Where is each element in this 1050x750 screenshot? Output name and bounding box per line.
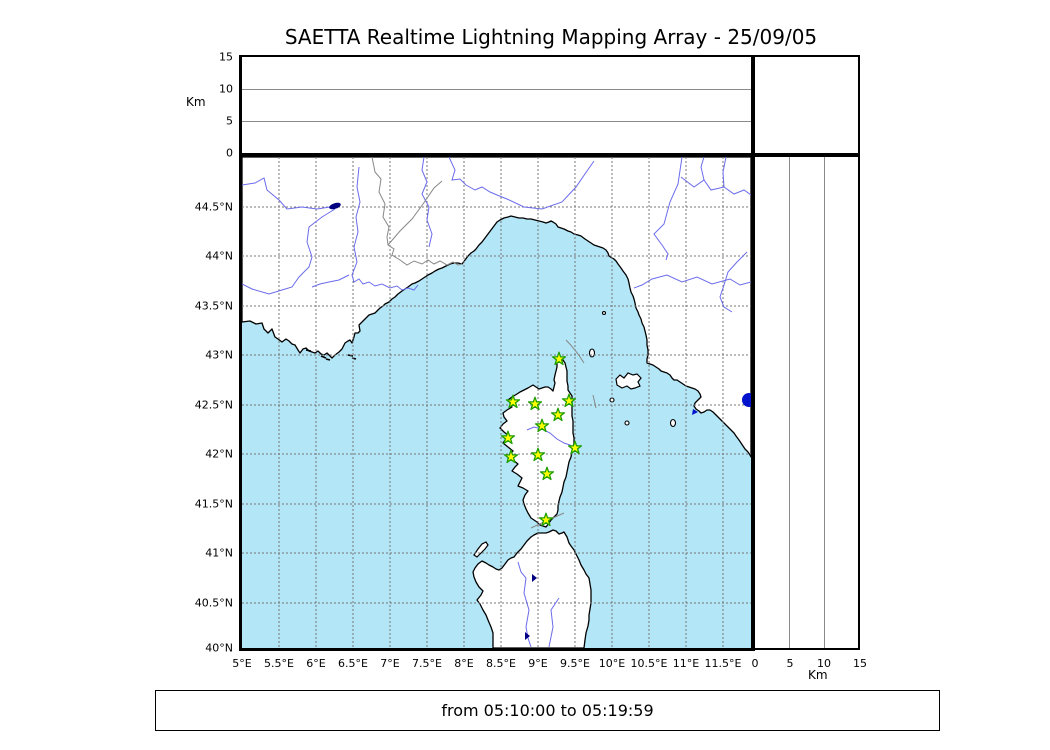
page-title: SAETTA Realtime Lightning Mapping Array …	[284, 25, 818, 49]
axis-tick-label: 5°E	[232, 657, 252, 670]
sardinia-coastline	[472, 529, 592, 648]
map-panel	[239, 153, 755, 651]
axis-tick-label: 8°E	[454, 657, 474, 670]
lake-serre-poncon	[329, 202, 341, 210]
elba-island	[615, 372, 642, 390]
axis-tick-label: 7.5°E	[412, 657, 442, 670]
lakes	[329, 202, 751, 640]
axis-tick-label: 44.5°N	[194, 200, 233, 214]
axis-tick-label: 15	[853, 657, 867, 670]
axis-tick-label: 44°N	[205, 249, 233, 263]
axis-tick-label: 10°E	[598, 657, 626, 670]
axis-tick-label: 41°N	[205, 546, 233, 560]
geographic-map	[242, 157, 751, 648]
km5-gridline	[242, 121, 751, 122]
station-star-marker	[500, 430, 516, 445]
axis-tick-label: 43°N	[205, 348, 233, 362]
axis-tick-label: 42.5°N	[194, 398, 233, 412]
corner-panel	[755, 55, 860, 153]
axis-tick-label: 0	[226, 146, 233, 160]
country-borders	[371, 157, 597, 529]
orbetello-lagoon	[692, 409, 698, 415]
station-star-marker	[505, 394, 521, 409]
sardinia-lake	[525, 632, 530, 640]
axis-tick-label: 11.5°E	[704, 657, 742, 670]
altitude-vs-latitude-panel	[755, 153, 860, 650]
axis-tick-label: 9.5°E	[560, 657, 590, 670]
axis-tick-label: 15	[219, 50, 233, 64]
station-star-marker	[550, 407, 566, 422]
asinara-island	[473, 541, 489, 558]
axis-tick-label: 5	[786, 657, 794, 670]
axis-tick-label: 43.5°N	[194, 299, 233, 313]
right-panel-xlabel: Km	[808, 668, 828, 682]
km10-gridline	[242, 89, 751, 90]
axis-tick-label: 41.5°N	[194, 497, 233, 511]
axis-tick-label: 10	[817, 657, 831, 670]
axis-tick-label: 5	[226, 114, 233, 128]
station-star-marker	[539, 466, 555, 481]
km10-gridline	[824, 157, 825, 648]
axis-tick-label: 9°E	[528, 657, 548, 670]
station-star-marker	[534, 418, 550, 433]
time-range-text: from 05:10:00 to 05:19:59	[441, 701, 654, 720]
altitude-vs-longitude-panel	[239, 55, 755, 153]
axis-tick-label: 7°E	[380, 657, 400, 670]
station-star-marker	[503, 449, 519, 464]
station-star-marker	[551, 351, 567, 366]
axis-tick-label: 11°E	[672, 657, 700, 670]
mainland-coastline	[242, 157, 751, 458]
station-star-marker	[530, 447, 546, 462]
station-star-marker	[561, 393, 577, 408]
axis-tick-label: 40°N	[205, 641, 233, 655]
axis-tick-label: 10.5°E	[630, 657, 668, 670]
station-star-marker	[567, 440, 583, 455]
axis-tick-label: 42°N	[205, 447, 233, 461]
axis-tick-label: 5.5°E	[264, 657, 294, 670]
axis-tick-label: 8.5°E	[486, 657, 516, 670]
axis-tick-label: 10	[219, 82, 233, 96]
axis-tick-label: 6.5°E	[338, 657, 368, 670]
axis-tick-label: 6°E	[306, 657, 326, 670]
rivers	[242, 157, 751, 648]
hyeres-islets	[305, 349, 357, 361]
lake-bolsena	[742, 393, 751, 407]
km5-gridline	[789, 157, 790, 648]
axis-tick-label: 0	[751, 657, 759, 670]
time-range-box: from 05:10:00 to 05:19:59	[155, 690, 940, 731]
axis-tick-label: 40.5°N	[194, 596, 233, 610]
station-star-marker	[527, 396, 543, 411]
station-star-marker	[538, 512, 554, 527]
lake-coghinas	[532, 574, 537, 582]
lma-station-markers	[500, 351, 583, 527]
top-panel-ylabel: Km	[186, 95, 206, 109]
